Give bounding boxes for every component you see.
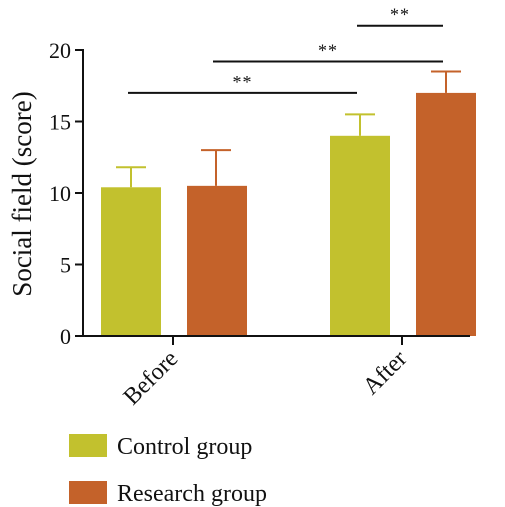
y-tick-label-1: 5 [60, 253, 71, 278]
bar-1-0 [330, 135, 390, 336]
significance-label-1: ** [318, 40, 338, 60]
legend-swatch-1 [69, 481, 107, 504]
significance-annotations: ** ** ** [128, 5, 443, 94]
legend-label-0: Control group [117, 434, 252, 460]
y-axis-title: Social field (score) [7, 91, 37, 296]
y-tick-label-2: 10 [49, 181, 71, 206]
bar-0-0 [101, 187, 161, 336]
y-tick-label-4: 20 [49, 38, 71, 63]
legend: Control group Research group [69, 434, 267, 507]
y-axis: 0 5 10 15 20 [49, 38, 84, 349]
bar-1-1 [416, 92, 476, 337]
plot-area [101, 70, 476, 337]
y-tick-label-0: 0 [60, 324, 71, 349]
bar-0-1 [187, 185, 247, 336]
y-tick-label-3: 15 [49, 110, 71, 135]
legend-label-1: Research group [117, 481, 267, 507]
x-axis: Before After [82, 335, 470, 411]
significance-label-0: ** [233, 72, 253, 92]
x-tick-label-1: After [358, 346, 412, 400]
x-tick-label-0: Before [119, 346, 184, 411]
significance-label-2: ** [390, 5, 410, 25]
legend-swatch-0 [69, 434, 107, 457]
